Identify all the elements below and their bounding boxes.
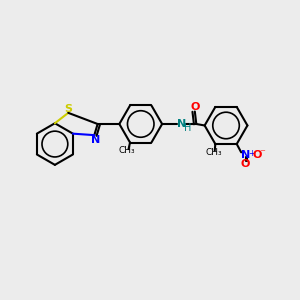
Text: S: S bbox=[64, 104, 72, 114]
Text: O: O bbox=[253, 150, 262, 160]
Text: H: H bbox=[184, 123, 191, 133]
Text: N: N bbox=[177, 119, 186, 129]
Text: +: + bbox=[248, 149, 255, 158]
Text: O: O bbox=[190, 102, 200, 112]
Text: CH₃: CH₃ bbox=[206, 148, 222, 157]
Text: N: N bbox=[241, 150, 250, 160]
Text: N: N bbox=[91, 135, 101, 145]
Text: ⁻: ⁻ bbox=[260, 148, 266, 158]
Text: CH₃: CH₃ bbox=[118, 146, 135, 155]
Text: O: O bbox=[241, 159, 250, 169]
